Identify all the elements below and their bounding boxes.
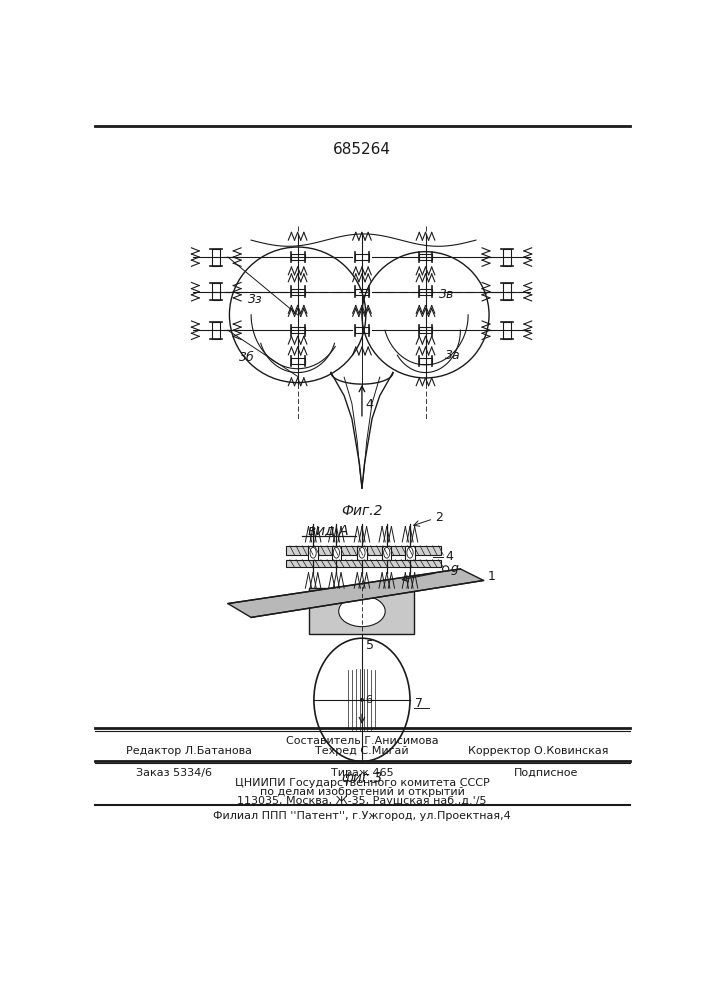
Bar [355, 254, 369, 260]
Text: 4: 4 [445, 550, 452, 563]
Text: Заказ 5334/6: Заказ 5334/6 [136, 768, 211, 778]
Polygon shape [382, 546, 392, 560]
Bar [291, 289, 305, 295]
Text: Фиг.2: Фиг.2 [341, 504, 382, 518]
Text: 3з: 3з [247, 293, 262, 306]
Bar [212, 249, 220, 266]
Bar [503, 249, 510, 266]
Bar [355, 327, 369, 333]
Text: Составитель Г.Анисимова: Составитель Г.Анисимова [286, 736, 438, 746]
Bar [212, 322, 220, 339]
Text: 685264: 685264 [333, 142, 391, 157]
Text: 4: 4 [366, 398, 374, 411]
Text: 2: 2 [435, 511, 443, 524]
Polygon shape [309, 588, 414, 634]
Bar [355, 289, 369, 295]
Ellipse shape [339, 596, 385, 627]
Bar [503, 283, 510, 300]
Text: 3а: 3а [445, 349, 460, 362]
Text: ЦНИИПИ Государственного комитета СССР: ЦНИИПИ Государственного комитета СССР [235, 778, 489, 788]
Text: 1: 1 [488, 570, 496, 583]
Bar [212, 283, 220, 300]
Polygon shape [286, 546, 441, 555]
Polygon shape [308, 546, 317, 560]
Polygon shape [357, 546, 367, 560]
Text: 7: 7 [416, 697, 423, 710]
Polygon shape [286, 560, 441, 567]
Text: 113035, Москва, Ж-35, Раушская наб.,д.'/5: 113035, Москва, Ж-35, Раушская наб.,д.'/… [238, 796, 486, 806]
Text: Филиал ППП ''Патент'', г.Ужгород, ул.Проектная,4: Филиал ППП ''Патент'', г.Ужгород, ул.Про… [213, 811, 511, 821]
Bar [291, 327, 305, 333]
Polygon shape [405, 546, 414, 560]
Bar [291, 254, 305, 260]
Circle shape [360, 698, 364, 702]
Bar [419, 289, 433, 295]
Text: по делам изобретений и открытий: по делам изобретений и открытий [259, 787, 464, 797]
Text: g: g [451, 562, 459, 575]
Text: 3в: 3в [439, 288, 454, 301]
Bar [419, 254, 433, 260]
Text: Техред С.Мигай: Техред С.Мигай [315, 746, 409, 756]
Polygon shape [332, 546, 341, 560]
Bar [291, 358, 305, 364]
Text: 3б: 3б [240, 351, 255, 364]
Bar [419, 327, 433, 333]
Text: вид А: вид А [308, 523, 349, 537]
Polygon shape [228, 569, 484, 617]
Text: Корректор О.Ковинская: Корректор О.Ковинская [467, 746, 608, 756]
Text: Редактор Л.Батанова: Редактор Л.Батанова [126, 746, 252, 756]
Bar [419, 358, 433, 364]
Text: 6: 6 [365, 695, 372, 705]
Text: Подписное: Подписное [513, 768, 578, 778]
Text: фиг.3: фиг.3 [341, 771, 382, 785]
Bar [503, 322, 510, 339]
Text: Тираж 465: Тираж 465 [331, 768, 393, 778]
Text: 5: 5 [366, 639, 374, 652]
